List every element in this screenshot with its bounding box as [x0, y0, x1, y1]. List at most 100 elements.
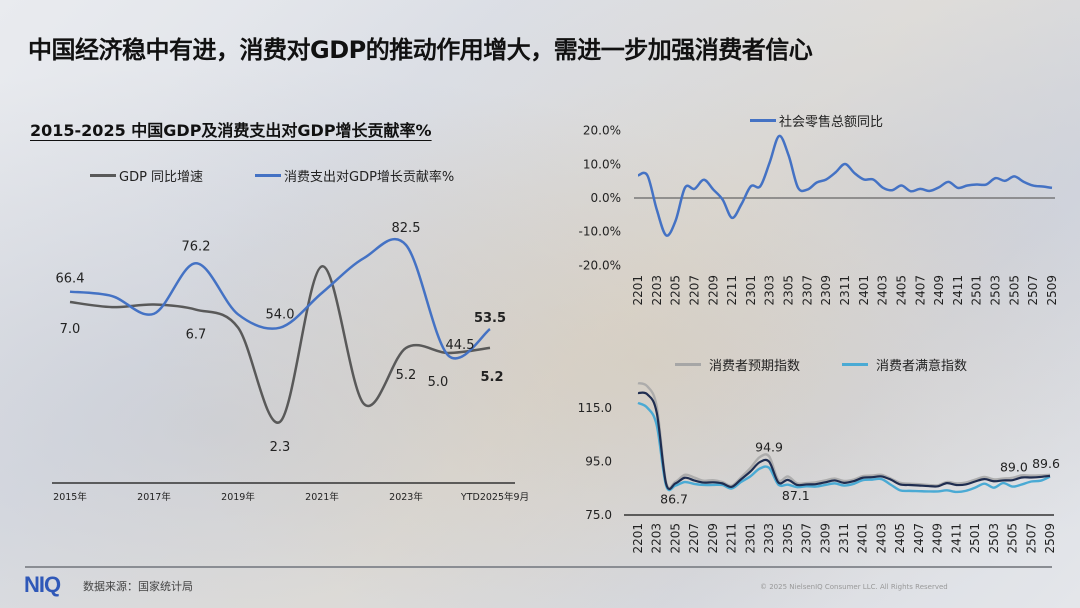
legend-swatch-expectation	[675, 363, 701, 366]
x-tick-label: 2023年	[389, 491, 423, 503]
x-tick-label: 2207	[687, 523, 701, 554]
left-chart-title: 2015-2025 中国GDP及消费支出对GDP增长贡献率%	[30, 121, 432, 140]
data-label: 5.2	[480, 370, 503, 385]
data-label: 6.7	[186, 328, 207, 343]
x-tick-label: 2303	[762, 523, 776, 554]
data-label: 94.9	[755, 440, 783, 455]
x-tick-label: 2411	[949, 523, 963, 554]
x-tick-label: 2311	[837, 523, 851, 554]
data-source: 数据来源：国家统计局	[83, 580, 193, 593]
legend-swatch-gdp	[90, 174, 116, 177]
x-tick-label: 2203	[650, 523, 664, 554]
footer-divider	[25, 566, 1052, 568]
x-tick-label: 2305	[782, 275, 796, 306]
data-label: 89.6	[1032, 456, 1060, 471]
x-tick-label: 2019年	[221, 491, 255, 503]
x-tick-label: 2307	[800, 275, 814, 306]
niq-logo: NIQ	[24, 572, 61, 597]
x-tick-label: 2303	[763, 275, 777, 306]
data-label: 89.0	[1000, 459, 1028, 474]
x-tick-label: 2209	[706, 523, 720, 554]
x-tick-label: 2405	[894, 275, 908, 306]
x-tick-label: 2209	[706, 275, 720, 306]
x-tick-label: 2021年	[305, 491, 339, 503]
x-tick-label: 2507	[1026, 275, 1040, 306]
series-line-expectation	[637, 381, 1051, 490]
y-tick-label: 20.0%	[583, 124, 621, 138]
y-tick-label: 75.0	[585, 508, 612, 522]
x-tick-label: 2301	[743, 523, 757, 554]
x-tick-label: 2503	[989, 275, 1003, 306]
x-tick-label: 2501	[970, 275, 984, 306]
x-tick-label: 2407	[912, 523, 926, 554]
x-tick-label: 2211	[725, 523, 739, 554]
legend-swatch-satisfaction	[842, 363, 868, 366]
legend-swatch-consumption	[255, 174, 281, 177]
legend-consumption: 消费支出对GDP增长贡献率%	[255, 166, 454, 185]
y-tick-label: 10.0%	[583, 157, 621, 171]
x-tick-label: 2507	[1024, 523, 1038, 554]
data-label: 44.5	[446, 338, 475, 353]
data-label: 7.0	[60, 322, 81, 337]
x-tick-label: 2509	[1045, 275, 1059, 306]
x-tick-label: 2305	[781, 523, 795, 554]
series-line-confidence	[637, 391, 1051, 491]
data-label: 66.4	[56, 272, 85, 287]
data-label: 53.5	[474, 311, 506, 326]
y-tick-label: 0.0%	[591, 191, 622, 205]
legend-satisfaction: 消费者满意指数	[842, 355, 967, 374]
legend-retail: 社会零售总额同比	[750, 111, 883, 130]
x-tick-label: 2409	[931, 523, 945, 554]
copyright: © 2025 NielsenIQ Consumer LLC. All Right…	[760, 583, 948, 591]
legend-swatch-retail	[750, 119, 776, 122]
legend-gdp: GDP 同比增速	[90, 166, 203, 185]
data-label: 87.1	[782, 488, 810, 503]
data-label: 5.2	[396, 368, 417, 383]
x-tick-label: 2309	[818, 523, 832, 554]
x-tick-label: 2501	[968, 523, 982, 554]
x-tick-label: 2211	[725, 275, 739, 306]
x-tick-label: 2205	[668, 523, 682, 554]
x-tick-label: 2311	[838, 275, 852, 306]
legend-label-retail: 社会零售总额同比	[779, 115, 884, 130]
x-tick-label: 2207	[687, 275, 701, 306]
x-tick-label: 2503	[987, 523, 1001, 554]
legend-label-satisfaction: 消费者满意指数	[876, 359, 968, 374]
series-line-satisfaction	[637, 401, 1051, 494]
y-tick-label: -20.0%	[579, 258, 621, 272]
series-line-retail	[637, 134, 1053, 237]
x-tick-label: YTD2025年9月	[460, 491, 529, 503]
x-tick-label: 2505	[1006, 523, 1020, 554]
legend-label-gdp: GDP 同比增速	[119, 170, 204, 185]
x-tick-label: 2203	[650, 275, 664, 306]
x-tick-label: 2407	[913, 275, 927, 306]
x-tick-label: 2401	[857, 275, 871, 306]
x-tick-label: 2015年	[53, 491, 87, 503]
x-tick-label: 2509	[1043, 523, 1057, 554]
data-label: 82.5	[392, 221, 421, 236]
data-label: 5.0	[428, 375, 449, 390]
x-tick-label: 2309	[819, 275, 833, 306]
y-tick-label: 115.0	[578, 401, 612, 415]
x-tick-label: 2201	[631, 275, 645, 306]
x-tick-label: 2201	[631, 523, 645, 554]
x-tick-label: 2411	[951, 275, 965, 306]
legend-label-consumption: 消费支出对GDP增长贡献率%	[284, 170, 455, 185]
x-tick-label: 2405	[893, 523, 907, 554]
data-label: 2.3	[270, 440, 291, 455]
legend-expectation: 消费者预期指数	[675, 355, 800, 374]
series-line-gdp	[69, 265, 491, 424]
series-line-consumption	[69, 237, 491, 360]
data-label: 76.2	[182, 239, 211, 254]
data-label: 54.0	[266, 308, 295, 323]
x-tick-label: 2409	[932, 275, 946, 306]
x-tick-label: 2403	[876, 275, 890, 306]
x-tick-label: 2205	[669, 275, 683, 306]
x-tick-label: 2403	[874, 523, 888, 554]
y-tick-label: -10.0%	[579, 225, 621, 239]
data-label: 86.7	[660, 492, 688, 507]
y-tick-label: 95.0	[585, 454, 612, 468]
page-title: 中国经济稳中有进，消费对GDP的推动作用增大，需进一步加强消费者信心	[28, 36, 813, 64]
